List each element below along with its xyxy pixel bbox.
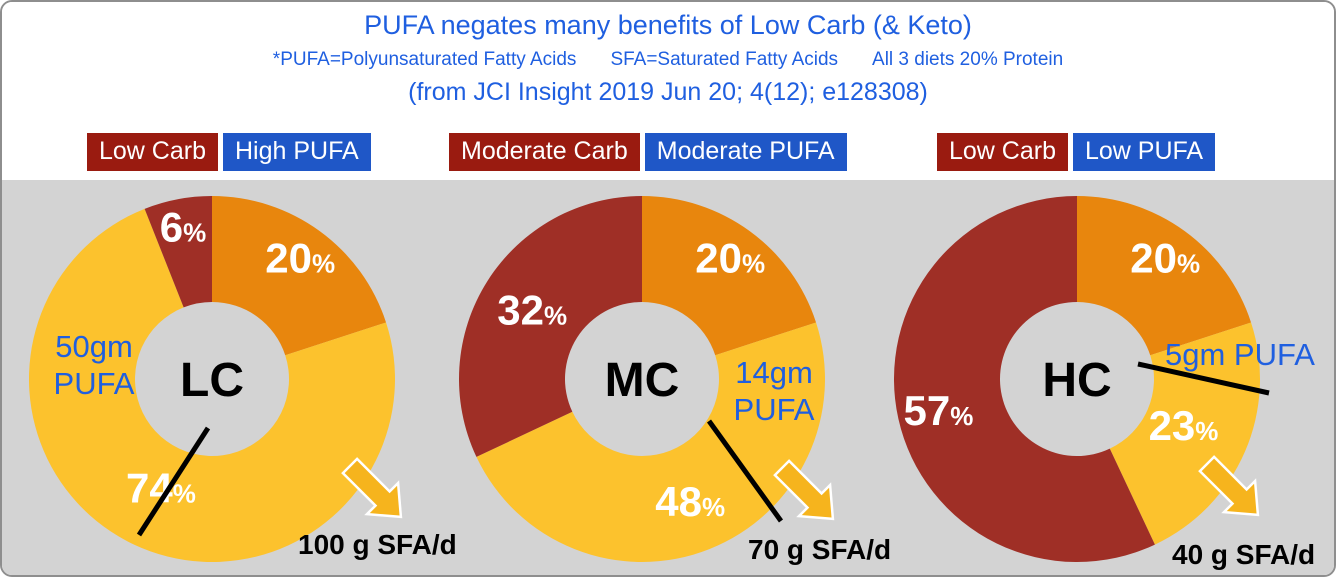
- donut-chart-hc: 20% 23% 57% HC: [887, 189, 1267, 569]
- pufa-amount-line: PUFA: [733, 392, 815, 427]
- segment-percent-label: 20%: [265, 235, 335, 282]
- diet-tags-lc: Low Carb High PUFA: [87, 133, 371, 171]
- pufa-amount-line: 14gm: [735, 355, 813, 390]
- chart-center-label: HC: [1042, 354, 1111, 407]
- segment-percent-label: 32%: [497, 286, 567, 333]
- pufa-amount-label-mc: 14gm PUFA: [718, 354, 830, 428]
- diet-tag-carb-hc: Low Carb: [937, 133, 1068, 171]
- pufa-amount-label-hc: 5gm PUFA: [1165, 336, 1315, 373]
- charts-canvas: 20% 74% 6% LC 20% 48% 32% MC 20% 23% 57% HC 50gm …: [2, 180, 1334, 575]
- figure-header: PUFA negates many benefits of Low Carb (…: [2, 2, 1334, 180]
- donut-segment-protein: [642, 196, 817, 356]
- diet-tag-pufa-lc: High PUFA: [223, 133, 371, 171]
- donut-segment-carb: [893, 196, 1155, 562]
- segment-percent-label: 6%: [160, 204, 206, 251]
- diet-tags-mc: Moderate Carb Moderate PUFA: [449, 133, 847, 171]
- diet-tag-carb-lc: Low Carb: [87, 133, 218, 171]
- chart-center-label: LC: [180, 354, 244, 407]
- sfa-amount-label-lc: 100 g SFA/d: [298, 529, 457, 560]
- diet-tag-carb-mc: Moderate Carb: [449, 133, 640, 171]
- donut-segment-protein: [212, 196, 387, 356]
- diet-tag-pufa-mc: Moderate PUFA: [644, 133, 847, 171]
- figure-subtitle: *PUFA=Polyunsaturated Fatty Acids SFA=Sa…: [2, 49, 1334, 71]
- figure-title: PUFA negates many benefits of Low Carb (…: [364, 10, 972, 40]
- subtitle-protein-note: All 3 diets 20% Protein: [872, 49, 1064, 70]
- sfa-amount-label-hc: 40 g SFA/d: [1172, 539, 1316, 570]
- donut-segment-carb: [459, 196, 642, 457]
- pufa-amount-line: 50gm: [55, 329, 133, 364]
- pufa-amount-label-lc: 50gm PUFA: [38, 328, 150, 402]
- donut-segment-carb: [144, 196, 212, 308]
- sfa-amount-label-mc: 70 g SFA/d: [748, 534, 892, 565]
- figure-citation: (from JCI Insight 2019 Jun 20; 4(12); e1…: [408, 78, 928, 106]
- subtitle-pufa-definition: *PUFA=Polyunsaturated Fatty Acids: [272, 49, 577, 70]
- diet-tags-hc: Low Carb Low PUFA: [937, 133, 1216, 171]
- donut-segment-protein: [1077, 196, 1252, 356]
- pufa-amount-line: 5gm PUFA: [1165, 337, 1315, 372]
- subtitle-sfa-definition: SFA=Saturated Fatty Acids: [610, 49, 839, 70]
- diet-tag-pufa-hc: Low PUFA: [1073, 133, 1216, 171]
- chart-center-label: MC: [605, 354, 680, 407]
- pufa-amount-line: PUFA: [53, 366, 135, 401]
- donut-segment-fat: [28, 208, 395, 562]
